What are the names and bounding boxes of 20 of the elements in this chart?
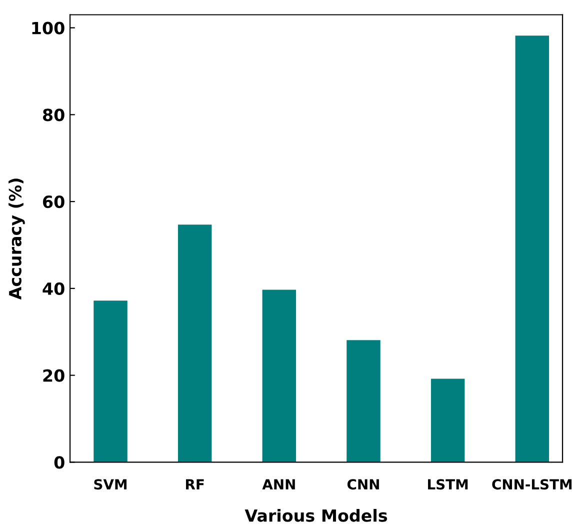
x-tick-label: CNN-LSTM bbox=[492, 479, 572, 490]
y-tick-label: 0 bbox=[54, 456, 64, 469]
y-tick-label: 40 bbox=[42, 282, 64, 295]
bar bbox=[94, 300, 128, 462]
y-tick-label: 100 bbox=[32, 22, 64, 34]
y-axis-title: Accuracy (%) bbox=[8, 178, 25, 300]
y-tick-label: 80 bbox=[42, 108, 64, 122]
bar bbox=[262, 290, 296, 462]
bar bbox=[430, 378, 465, 462]
x-tick-label: CNN bbox=[347, 479, 379, 490]
x-tick-label: SVM bbox=[94, 479, 127, 490]
x-tick-label: ANN bbox=[262, 479, 295, 490]
x-tick-label: LSTM bbox=[428, 479, 468, 490]
x-axis-title: Various Models bbox=[244, 508, 388, 522]
y-tick-label: 20 bbox=[43, 369, 64, 382]
bar bbox=[178, 224, 212, 462]
bar bbox=[346, 340, 380, 462]
x-tick-label: RF bbox=[186, 479, 204, 490]
y-tick-label: 60 bbox=[43, 196, 64, 208]
bar bbox=[515, 36, 550, 462]
